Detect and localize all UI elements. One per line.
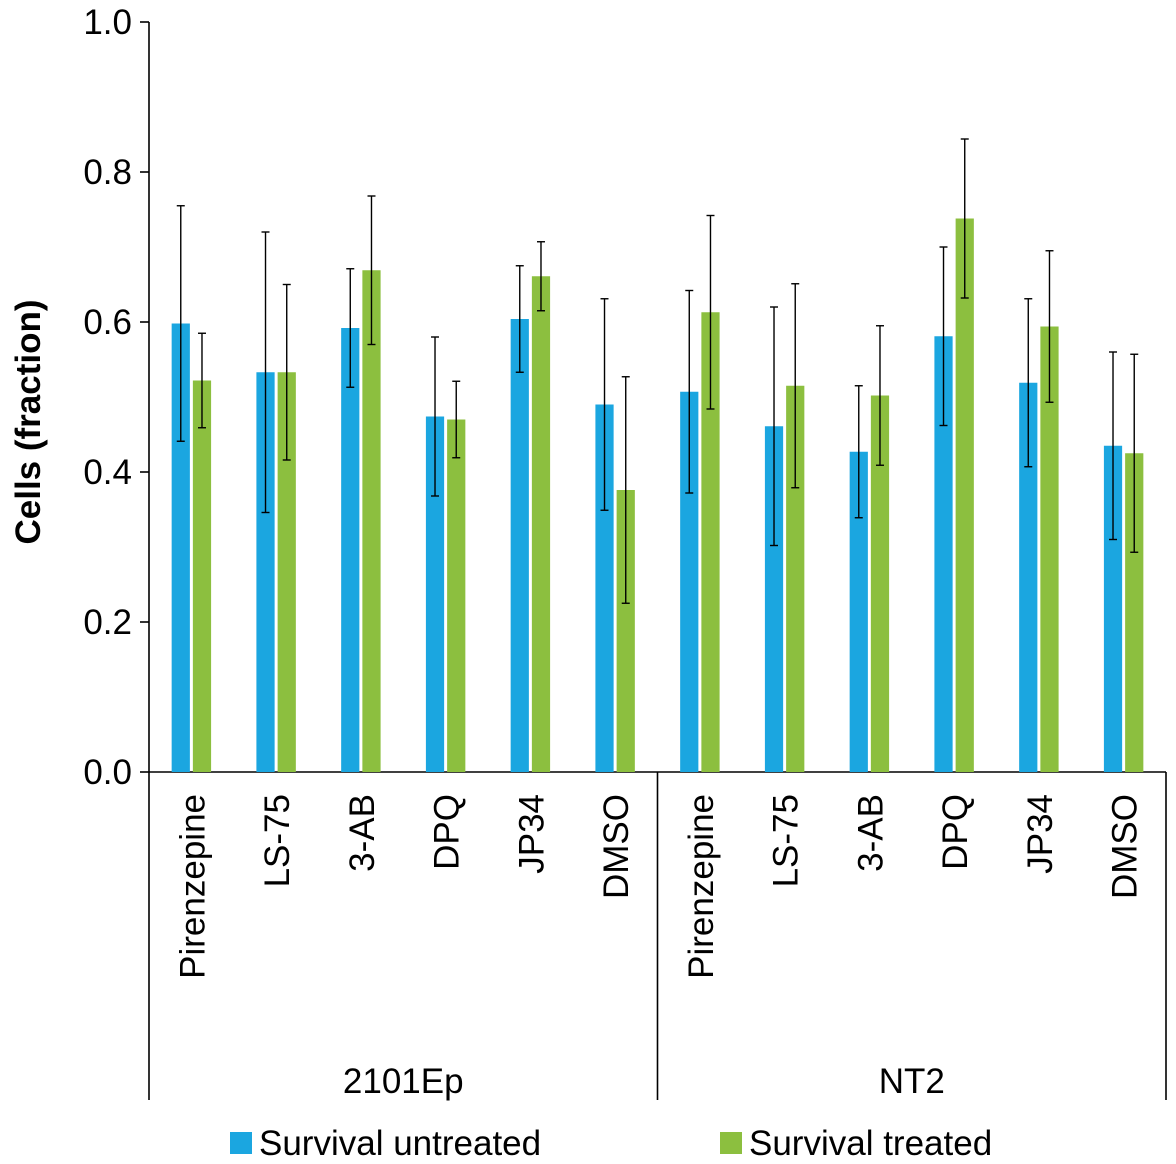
legend-swatch [230, 1132, 252, 1154]
bar-untreated [341, 328, 360, 772]
legend: Survival untreated Survival treated [230, 1124, 992, 1163]
axes [140, 21, 1167, 1100]
bar-treated [1125, 453, 1144, 772]
bar-untreated [1019, 382, 1038, 772]
bar-treated [192, 380, 212, 772]
category-label: 3-AB [343, 794, 382, 872]
bar-untreated [171, 323, 190, 772]
legend-label: Survival treated [749, 1124, 992, 1163]
bar-treated [1040, 326, 1059, 772]
bar-treated [955, 218, 974, 772]
labels: 0.0 0.2 0.4 0.6 0.8 1.0 Cells (fraction) 2101Ep… [9, 3, 1145, 1101]
bar-untreated [595, 404, 614, 772]
legend-label: Survival untreated [259, 1124, 541, 1163]
category-label: Pirenzepine [682, 794, 721, 979]
category-label: 3-AB [851, 794, 890, 872]
category-label: DMSO [1106, 794, 1145, 899]
group-label: 2101Ep [343, 1062, 464, 1101]
category-label: JP34 [512, 794, 551, 874]
category-label: DMSO [597, 794, 636, 899]
group-label: NT2 [879, 1062, 945, 1101]
bar-untreated [425, 416, 445, 772]
bar-untreated [256, 372, 275, 772]
bar-treated [701, 312, 720, 772]
category-label: DPQ [428, 794, 467, 870]
y-axis-title: Cells (fraction) [9, 299, 48, 544]
bar-treated [447, 419, 466, 772]
bar-treated [870, 395, 890, 772]
bar-untreated [849, 451, 868, 772]
category-label: LS-75 [258, 794, 297, 887]
bar-untreated [680, 391, 699, 772]
bar-untreated [764, 426, 784, 772]
y-tick-label: 0.2 [83, 603, 132, 642]
category-label: Pirenzepine [173, 794, 212, 979]
bar-treated [277, 372, 296, 772]
legend-swatch [720, 1132, 742, 1154]
bars [171, 218, 1144, 772]
y-tick-label: 0.0 [83, 753, 132, 792]
y-tick-label: 0.8 [83, 153, 132, 192]
y-tick-label: 1.0 [83, 3, 132, 42]
bar-untreated [1103, 445, 1123, 772]
category-label: DPQ [936, 794, 975, 870]
error-bars [176, 138, 1139, 604]
bar-treated [786, 385, 805, 772]
category-label: JP34 [1021, 794, 1060, 874]
category-label: LS-75 [767, 794, 806, 887]
y-tick-label: 0.6 [83, 303, 132, 342]
bar-untreated [934, 336, 953, 772]
bar-untreated [510, 319, 529, 772]
bar-treated [362, 270, 381, 772]
y-tick-label: 0.4 [83, 453, 132, 492]
bar-treated [616, 490, 635, 772]
bar-treated [531, 276, 551, 772]
